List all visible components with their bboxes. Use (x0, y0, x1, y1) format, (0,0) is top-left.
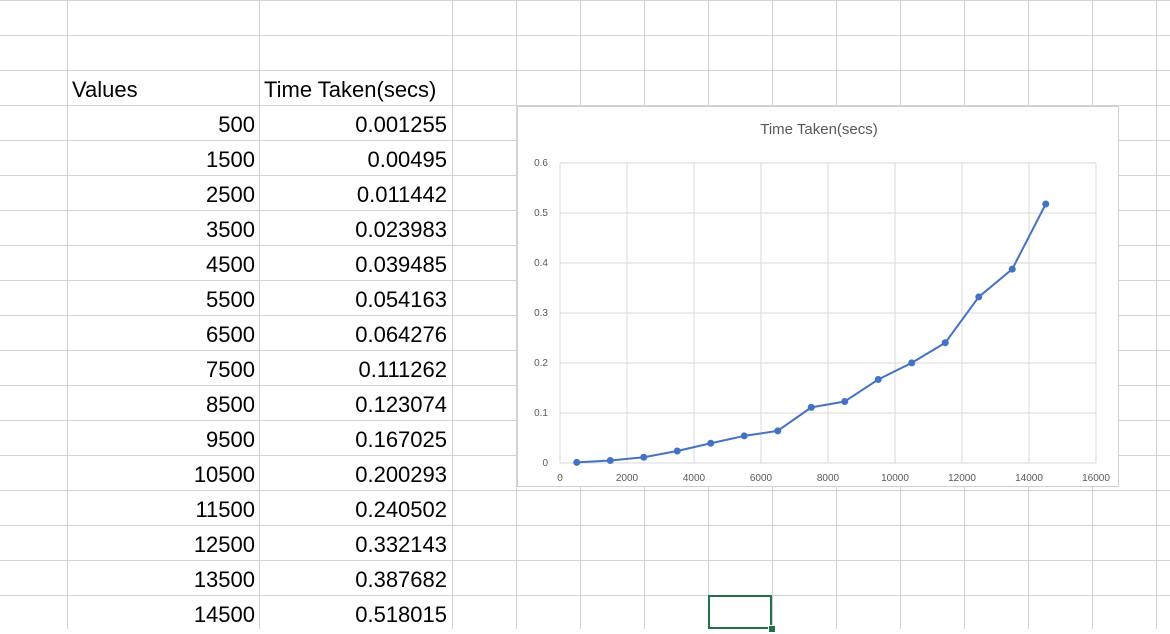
cell-time-taken[interactable]: 0.200293 (355, 462, 447, 487)
cell-time-taken[interactable]: 0.054163 (355, 287, 447, 312)
data-point (874, 375, 882, 383)
y-tick-label: 0.4 (534, 258, 548, 269)
x-tick-label: 6000 (750, 473, 773, 484)
cell-time-taken[interactable]: 0.240502 (355, 497, 447, 522)
cell-value[interactable]: 500 (218, 112, 255, 137)
data-point (774, 427, 782, 435)
column-header-time-taken[interactable]: Time Taken(secs) (264, 77, 437, 102)
y-tick-label: 0.6 (534, 158, 548, 169)
y-tick-label: 0 (542, 458, 548, 469)
scatter-chart[interactable]: Time Taken(secs) 0 2000 4000 6000 8000 10000 12… (517, 106, 1119, 487)
y-tick-label: 0.1 (534, 408, 548, 419)
data-point (841, 397, 849, 405)
chart-title: Time Taken(secs) (760, 121, 878, 138)
y-tick-label: 0.2 (534, 358, 548, 369)
data-point (640, 453, 648, 461)
cell-time-taken[interactable]: 0.332143 (355, 532, 447, 557)
x-tick-label: 0 (557, 473, 563, 484)
y-tick-label: 0.3 (534, 308, 548, 319)
cell-time-taken[interactable]: 0.064276 (355, 322, 447, 347)
data-point (707, 439, 715, 447)
cell-time-taken[interactable]: 0.039485 (355, 252, 447, 277)
x-tick-label: 2000 (616, 473, 639, 484)
cell-time-taken[interactable]: 0.167025 (355, 427, 447, 452)
cell-time-taken[interactable]: 0.387682 (355, 567, 447, 592)
x-tick-label: 8000 (817, 473, 840, 484)
x-tick-label: 10000 (881, 473, 909, 484)
column-header-values[interactable]: Values (72, 77, 138, 102)
series-line (576, 203, 1047, 464)
selected-cell[interactable] (708, 595, 772, 629)
data-point (606, 457, 614, 465)
cell-value[interactable]: 11500 (195, 497, 255, 522)
cell-time-taken[interactable]: 0.023983 (355, 217, 447, 242)
cell-value[interactable]: 14500 (193, 602, 255, 627)
cell-time-taken[interactable]: 0.00495 (367, 147, 447, 172)
x-tick-label: 16000 (1082, 473, 1110, 484)
data-point (975, 293, 983, 301)
cell-time-taken[interactable]: 0.123074 (355, 392, 447, 417)
data-point (1008, 265, 1016, 273)
data-point (908, 359, 916, 367)
x-tick-label: 4000 (683, 473, 706, 484)
cell-time-taken[interactable]: 0.518015 (355, 602, 447, 627)
x-tick-label: 12000 (948, 473, 976, 484)
data-point (1042, 200, 1050, 208)
data-point (573, 458, 581, 466)
cell-value[interactable]: 13500 (193, 567, 255, 592)
data-point (941, 339, 949, 347)
cell-value[interactable]: 9500 (206, 427, 255, 452)
cell-value[interactable]: 1500 (206, 147, 255, 172)
cell-value[interactable]: 12500 (193, 532, 255, 557)
y-tick-label: 0.5 (534, 208, 548, 219)
data-point (807, 403, 815, 411)
data-point (740, 432, 748, 440)
cell-value[interactable]: 2500 (206, 182, 255, 207)
fill-handle[interactable] (768, 625, 776, 633)
cell-value[interactable]: 4500 (206, 252, 255, 277)
cell-time-taken[interactable]: 0.111262 (358, 357, 448, 382)
data-point (673, 447, 681, 455)
cell-value[interactable]: 3500 (206, 217, 255, 242)
x-tick-label: 14000 (1015, 473, 1043, 484)
cell-time-taken[interactable]: 0.011442 (356, 182, 447, 207)
cell-value[interactable]: 8500 (206, 392, 255, 417)
cell-value[interactable]: 5500 (206, 287, 255, 312)
chart-plot: Time Taken(secs) 0 2000 4000 6000 8000 10000 12… (534, 121, 1110, 484)
cell-value[interactable]: 6500 (206, 322, 255, 347)
cell-time-taken[interactable]: 0.001255 (355, 112, 447, 137)
cell-value[interactable]: 7500 (206, 357, 255, 382)
cell-value[interactable]: 10500 (193, 462, 255, 487)
